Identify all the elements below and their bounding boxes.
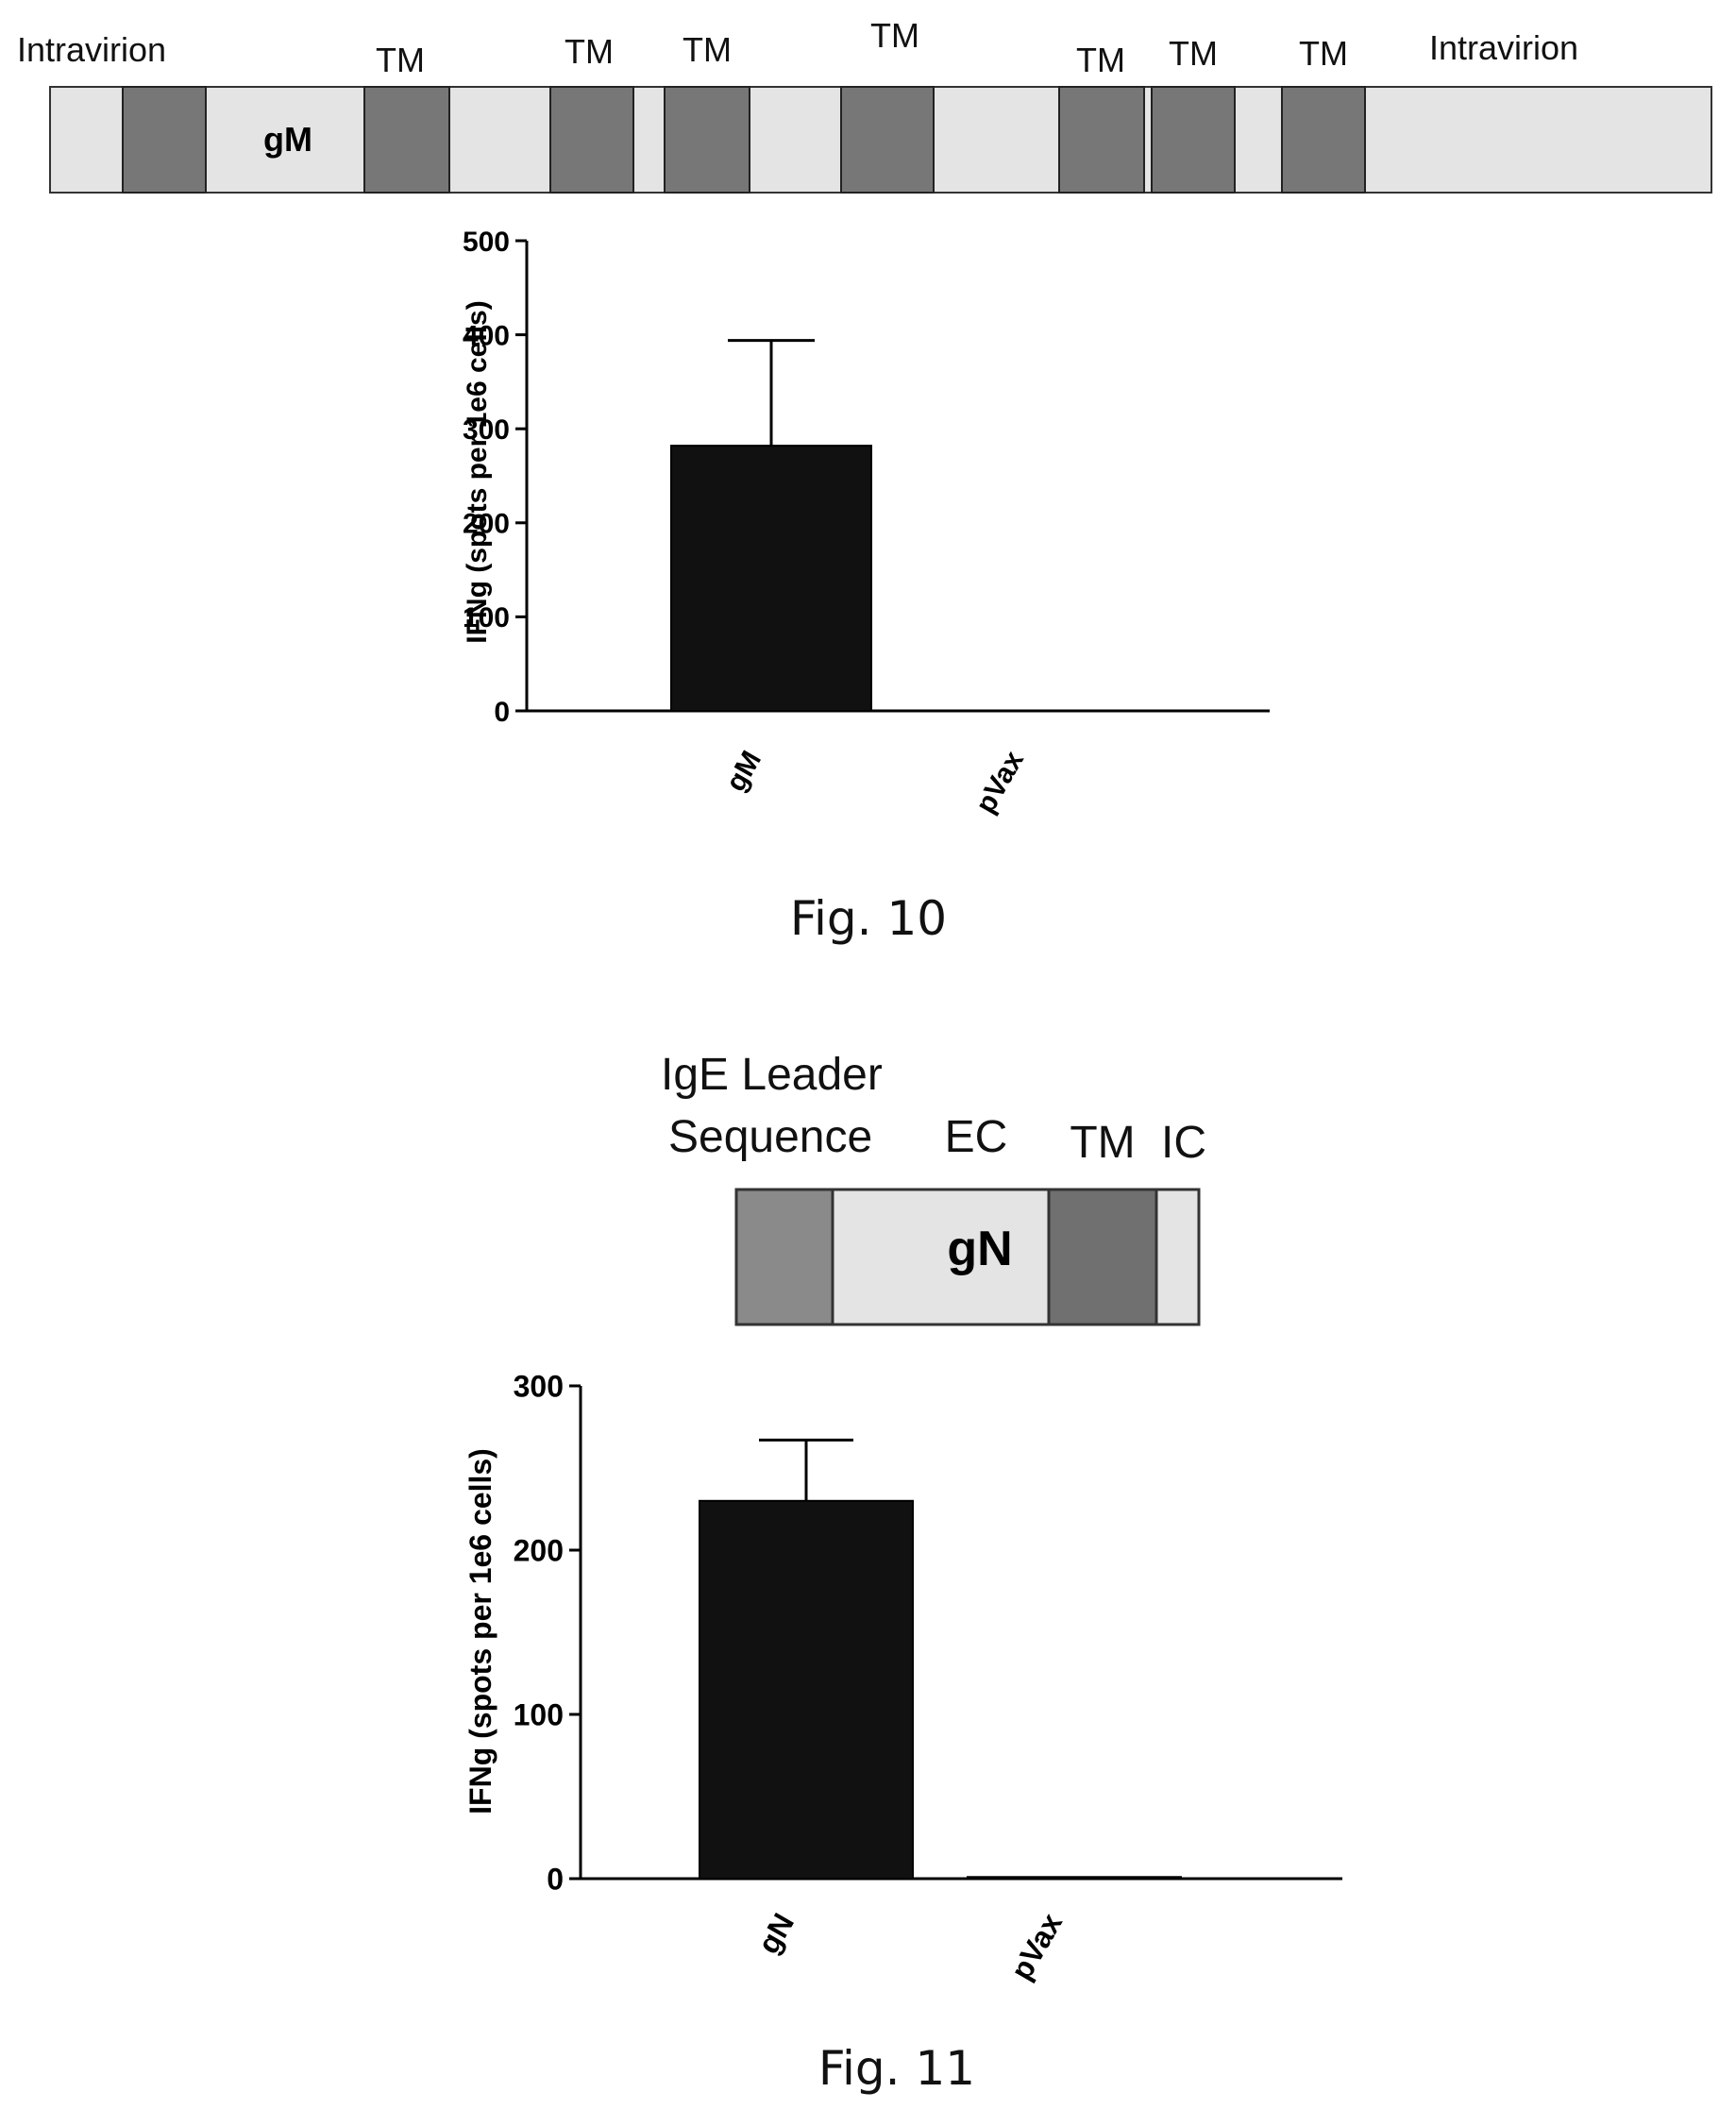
gm-region-label: TM — [1169, 34, 1218, 73]
gn-leader-segment — [734, 1188, 834, 1326]
y-tick-label: 300 — [514, 1370, 564, 1404]
category-label-gm: gM — [720, 746, 767, 797]
gm-construct-name: gM — [263, 120, 312, 159]
y-tick-label: 200 — [514, 1534, 564, 1568]
y-axis-title: IFNg (spots per 1e6 cells) — [462, 300, 493, 643]
gn-region-label: EC — [945, 1112, 1008, 1162]
bar-gn — [699, 1499, 914, 1881]
gm-tm-segment — [549, 86, 634, 194]
gm-tm-segment — [1058, 86, 1145, 194]
gm-region-label: TM — [683, 30, 732, 69]
gm-region-label: TM — [870, 16, 919, 55]
bar-gm — [670, 445, 872, 712]
gn-ifng-bar-chart: 0 100 200 300 gN pVax IFNg (spots per 1e6 cell… — [463, 1370, 1342, 1985]
bar-pvax — [967, 1876, 1182, 1881]
gm-tm-segment — [1151, 86, 1236, 194]
gm-tm-segment — [840, 86, 935, 194]
y-tick-label: 200 — [463, 509, 510, 540]
gm-region-label: TM — [565, 32, 614, 71]
figure-caption: Fig. 11 — [818, 2041, 975, 2096]
gn-tm-segment — [1047, 1188, 1158, 1326]
gn-construct-diagram: IgE Leader Sequence EC TM IC gN — [661, 1050, 1206, 1326]
gn-region-label: TM — [1070, 1118, 1135, 1168]
y-tick-label: 500 — [463, 227, 510, 258]
y-tick-label: 0 — [494, 697, 510, 728]
gm-tm-segment — [363, 86, 450, 194]
gn-construct-name: gN — [947, 1222, 1012, 1276]
category-label-gn: gN — [751, 1908, 801, 1960]
category-label-pvax: pVax — [1004, 1907, 1070, 1985]
gm-construct-diagram: gM Intravirion TM TM TM TM TM TM TM Intr… — [17, 16, 1712, 194]
gm-tm-segment — [1281, 86, 1366, 194]
y-tick-label: 0 — [547, 1863, 564, 1897]
gm-region-label: TM — [376, 41, 425, 79]
gm-region-label: TM — [1299, 34, 1348, 73]
y-axis-title: IFNg (spots per 1e6 cells) — [463, 1448, 497, 1814]
gm-region-label: TM — [1076, 41, 1125, 79]
gm-ifng-bar-chart: 0 100 200 300 400 500 gM pVax IFNg (spots per 1e… — [462, 227, 1270, 818]
y-tick-label: 100 — [514, 1698, 564, 1732]
y-tick-label: 400 — [463, 320, 510, 351]
category-label-pvax: pVax — [969, 746, 1030, 818]
gn-region-label: IC — [1161, 1118, 1206, 1168]
gn-region-label: IgE Leader — [661, 1050, 883, 1100]
gn-region-label: Sequence — [668, 1112, 872, 1162]
gm-tm-segment — [664, 86, 750, 194]
y-tick-label: 300 — [463, 414, 510, 446]
y-tick-label: 100 — [463, 602, 510, 633]
gm-region-label: Intravirion — [17, 30, 166, 69]
figure-caption: Fig. 10 — [790, 891, 947, 946]
gm-tm-segment — [122, 86, 207, 194]
gm-region-label: Intravirion — [1429, 28, 1578, 67]
